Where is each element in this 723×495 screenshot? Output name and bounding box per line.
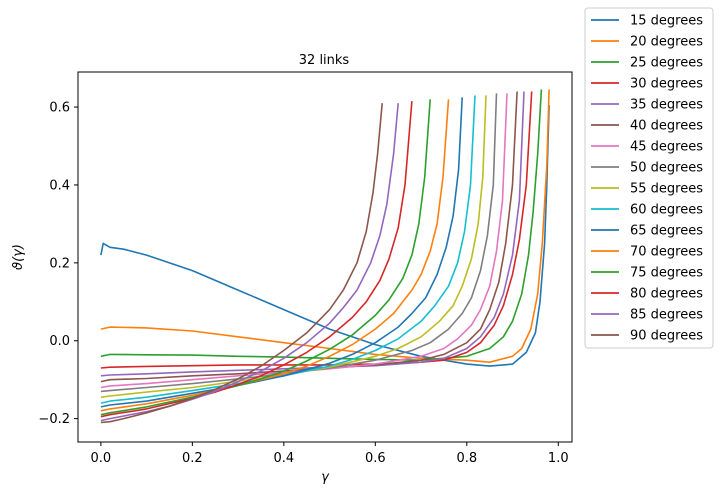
series-line-0: [100, 105, 550, 367]
plot-area: [100, 89, 550, 424]
series-line-7: [100, 93, 498, 393]
series-line-1: [100, 89, 550, 363]
legend-label: 75 degrees: [630, 266, 703, 281]
chart-title: 32 links: [299, 53, 350, 68]
series-line-8: [100, 95, 487, 398]
series-line-9: [100, 95, 476, 404]
y-axis-title: ϑ(γ): [11, 244, 26, 270]
x-axis: 0.0 0.2 0.4 0.6 0.8 1.0: [91, 442, 569, 466]
y-axis: −0.2 0.0 0.2 0.4 0.6: [38, 101, 78, 427]
legend-label: 85 degrees: [630, 308, 703, 323]
legend-label: 60 degrees: [630, 203, 703, 218]
y-tick-label: 0.2: [49, 256, 70, 271]
y-tick-label: 0.0: [49, 334, 70, 349]
legend-label: 20 degrees: [630, 35, 703, 50]
series-line-4: [100, 91, 525, 377]
legend-label: 55 degrees: [630, 182, 703, 197]
series-line-10: [100, 97, 463, 408]
legend-label: 40 degrees: [630, 119, 703, 134]
legend-label: 25 degrees: [630, 56, 703, 71]
legend-label: 90 degrees: [630, 329, 703, 344]
legend-label: 35 degrees: [630, 98, 703, 113]
legend-box: [584, 7, 714, 349]
series-line-11: [100, 99, 450, 412]
legend-label: 65 degrees: [630, 224, 703, 239]
series-line-15: [100, 103, 383, 424]
series-line-6: [100, 93, 508, 389]
legend-label: 50 degrees: [630, 161, 703, 176]
y-tick-label: 0.4: [49, 178, 70, 193]
plot-frame: [77, 71, 573, 443]
legend-label: 30 degrees: [630, 77, 703, 92]
legend-label: 45 degrees: [630, 140, 703, 155]
x-tick-label: 0.4: [273, 451, 294, 466]
series-line-5: [100, 91, 518, 383]
legend-label: 15 degrees: [630, 14, 703, 29]
y-tick-label: 0.6: [49, 101, 70, 116]
x-axis-title: γ: [321, 470, 330, 485]
x-tick-label: 0.0: [91, 451, 112, 466]
series-line-12: [100, 99, 431, 416]
legend-label: 80 degrees: [630, 287, 703, 302]
x-tick-label: 0.2: [182, 451, 203, 466]
legend: 15 degrees 20 degrees 25 degrees 30 degrees…: [584, 7, 714, 349]
x-tick-label: 0.6: [365, 451, 386, 466]
x-tick-label: 1.0: [548, 451, 569, 466]
x-tick-label: 0.8: [456, 451, 477, 466]
series-line-13: [100, 101, 413, 418]
legend-label: 70 degrees: [630, 245, 703, 260]
y-tick-label: −0.2: [38, 412, 70, 427]
series-line-3: [100, 91, 533, 369]
